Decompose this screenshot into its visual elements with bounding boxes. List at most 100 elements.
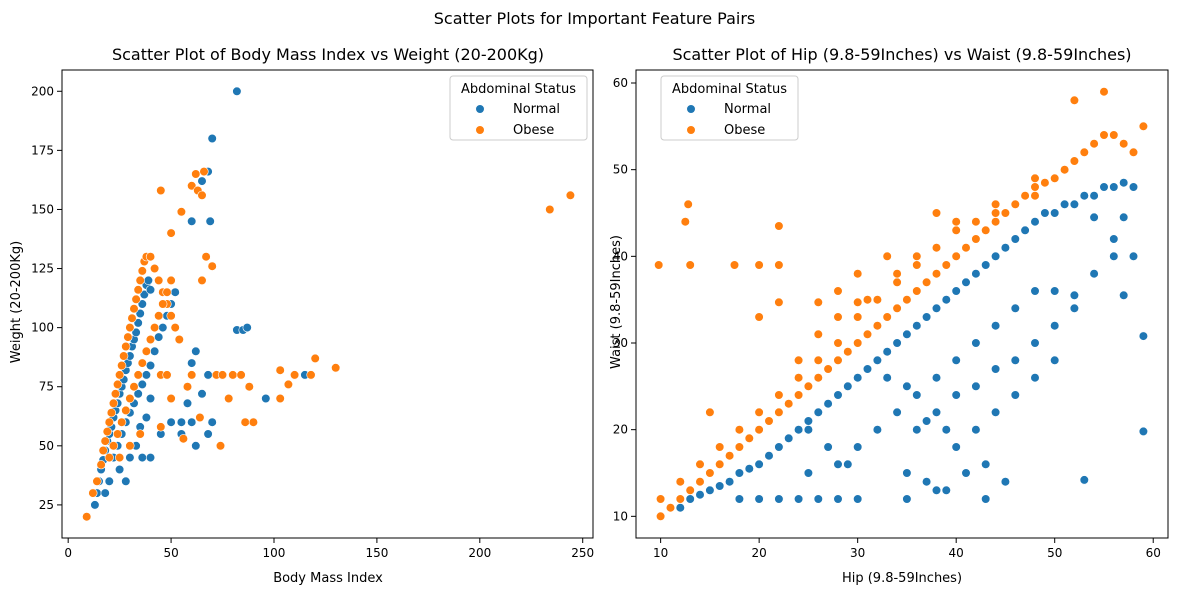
- point-obese-10: [754, 425, 764, 435]
- point-normal-56: [191, 441, 201, 451]
- point-normal-73: [951, 390, 961, 400]
- point-normal-58: [187, 358, 197, 368]
- point-normal-13: [803, 416, 814, 426]
- point-obese-61: [872, 295, 883, 305]
- chart-left-axes: 0 50 100 150 200 250 25 50 75 100 125 150 175 200: [31, 69, 594, 560]
- point-obese-27: [921, 277, 932, 287]
- point-obese-33: [174, 334, 184, 345]
- point-normal-86: [990, 407, 1001, 417]
- point-normal-67: [197, 176, 207, 186]
- point-normal-9: [764, 451, 774, 461]
- point-normal-96: [1069, 290, 1079, 300]
- right-ytick-label: 60: [613, 76, 628, 90]
- point-normal-26: [931, 303, 942, 313]
- chart-left-title: Scatter Plot of Body Mass Index vs Weigh…: [112, 45, 544, 64]
- point-obese-1: [88, 488, 98, 498]
- point-obese-8: [734, 442, 745, 452]
- point-obese-75: [754, 260, 764, 270]
- point-obese-19: [129, 304, 139, 314]
- point-obese-16: [123, 332, 133, 342]
- point-obese-27: [150, 263, 160, 274]
- chart-right-points: [654, 87, 1148, 521]
- point-obese-64: [931, 243, 942, 253]
- point-normal-67: [921, 477, 932, 487]
- point-obese-71: [680, 217, 690, 227]
- point-normal-49: [145, 393, 156, 404]
- point-normal-78: [1050, 321, 1060, 331]
- left-ytick-label: 25: [39, 498, 54, 512]
- right-ytick-label: 40: [613, 249, 628, 263]
- point-obese-22: [135, 275, 145, 286]
- point-normal-50: [793, 494, 804, 504]
- point-normal-108: [823, 442, 833, 452]
- point-obese-63: [912, 260, 922, 270]
- point-normal-78: [104, 476, 114, 486]
- point-normal-23: [902, 329, 912, 339]
- right-plot-frame: [635, 69, 1169, 539]
- point-normal-0: [90, 500, 100, 510]
- point-obese-84: [197, 275, 207, 286]
- point-normal-60: [197, 389, 207, 399]
- point-normal-55: [187, 417, 197, 427]
- point-obese-76: [774, 260, 784, 270]
- point-normal-64: [1010, 303, 1020, 313]
- point-normal-50: [137, 453, 147, 463]
- point-normal-101: [1109, 234, 1119, 244]
- point-normal-88: [1030, 373, 1040, 383]
- point-obese-84: [853, 269, 863, 279]
- point-normal-65: [205, 216, 215, 226]
- point-normal-4: [715, 481, 725, 491]
- point-normal-105: [981, 494, 991, 504]
- point-obese-54: [734, 425, 745, 435]
- point-normal-26: [143, 275, 153, 286]
- point-normal-22: [892, 338, 902, 348]
- right-ytick-label: 50: [613, 163, 628, 177]
- point-obese-68: [1010, 199, 1020, 209]
- left-xtick-label: 50: [163, 546, 178, 560]
- point-normal-64: [187, 216, 197, 226]
- point-normal-8: [754, 459, 764, 469]
- point-normal-51: [813, 494, 823, 504]
- point-obese-88: [195, 412, 205, 423]
- point-normal-89: [1050, 355, 1060, 365]
- chart-right-xlabel: Hip (9.8-59Inches): [842, 571, 962, 586]
- point-obese-16: [813, 373, 823, 383]
- point-obese-62: [892, 277, 902, 287]
- point-normal-58: [892, 407, 902, 417]
- point-normal-53: [853, 494, 863, 504]
- point-obese-46: [1109, 130, 1119, 140]
- point-normal-62: [971, 338, 981, 348]
- point-obese-81: [754, 407, 764, 417]
- chart-left-points: [82, 86, 576, 522]
- point-obese-32: [170, 323, 180, 333]
- point-normal-69: [961, 468, 971, 478]
- point-obese-73: [685, 260, 695, 270]
- point-normal-68: [207, 133, 217, 144]
- point-normal-33: [1000, 243, 1011, 253]
- point-obese-3: [685, 485, 695, 495]
- point-normal-106: [1000, 477, 1011, 487]
- point-normal-10: [774, 442, 784, 452]
- point-normal-79: [114, 464, 125, 475]
- right-legend-title: Abdominal Status: [672, 82, 787, 97]
- point-normal-34: [133, 389, 143, 399]
- point-normal-24: [139, 289, 149, 300]
- point-normal-27: [145, 285, 156, 295]
- point-normal-107: [803, 425, 814, 435]
- point-obese-9: [108, 398, 119, 408]
- left-legend-label-normal: Normal: [513, 102, 560, 117]
- point-normal-35: [137, 379, 147, 390]
- point-obese-96: [912, 251, 922, 261]
- point-normal-59: [191, 346, 201, 356]
- left-legend-marker-normal: [475, 104, 485, 114]
- left-xtick-label: 200: [468, 546, 491, 560]
- point-obese-60: [187, 181, 197, 191]
- point-obese-70: [224, 393, 234, 404]
- point-obese-66: [207, 261, 217, 271]
- point-obese-19: [843, 347, 853, 357]
- point-normal-90: [1069, 303, 1079, 313]
- right-legend-marker-normal: [686, 104, 696, 114]
- point-normal-102: [1119, 212, 1129, 222]
- point-obese-11: [112, 379, 123, 390]
